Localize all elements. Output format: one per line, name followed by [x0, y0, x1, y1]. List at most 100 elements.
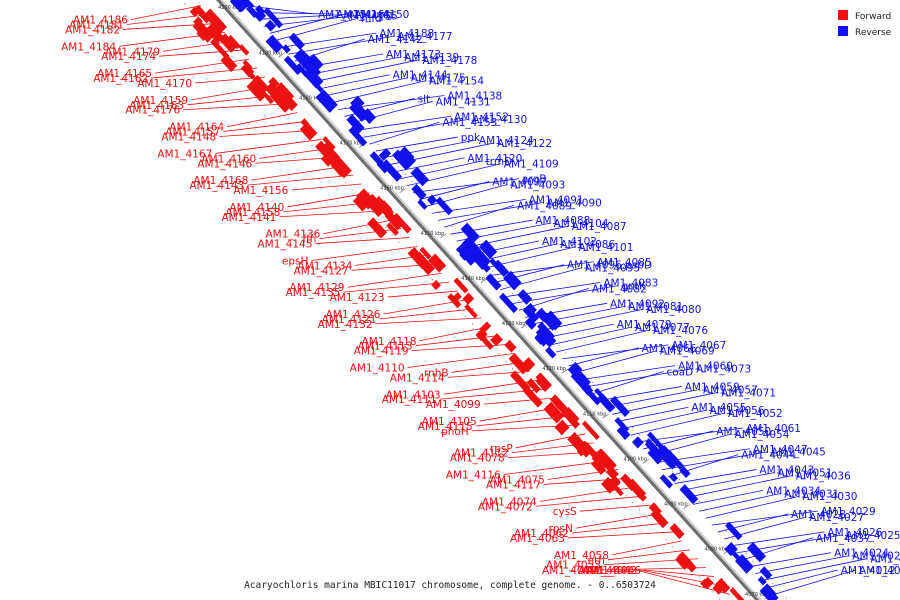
leader-line — [568, 347, 639, 367]
scale-tick-mark — [521, 323, 528, 329]
reverse-gene — [614, 416, 630, 433]
leader-line — [562, 344, 669, 360]
forward-gene — [210, 38, 230, 60]
leader-line — [219, 130, 314, 137]
reverse-gene — [545, 346, 557, 359]
leader-line — [383, 299, 466, 315]
reverse-gene-label: AM1_4037 — [816, 533, 871, 545]
reverse-gene-label: AM1_4082 — [592, 283, 647, 295]
leader-line — [643, 569, 715, 577]
forward-gene-label: AM1_4075 — [490, 475, 545, 487]
forward-gene-label: AM1_4115 — [418, 421, 473, 433]
leader-line — [686, 475, 793, 498]
scale-tick-label: 4110 kbp — [583, 411, 607, 417]
reverse-gene — [757, 575, 767, 586]
reverse-gene-label: AM1_4188 — [379, 28, 434, 40]
forward-gene — [627, 481, 647, 502]
leader-line — [259, 147, 330, 159]
reverse-gene — [524, 317, 537, 330]
reverse-gene-label: AM1_4173 — [386, 49, 441, 61]
leader-line — [350, 100, 433, 124]
leader-line — [227, 112, 298, 128]
leader-line — [556, 329, 651, 353]
forward-gene — [320, 151, 336, 167]
reverse-gene-label: AM1_4120 — [467, 153, 522, 165]
leader-line — [575, 513, 658, 529]
leader-line — [307, 56, 402, 76]
forward-gene — [613, 485, 624, 497]
forward-gene-label: AM1_4129 — [290, 282, 345, 294]
reverse-gene-label: AM1_4019 — [871, 554, 900, 566]
leader-line — [379, 308, 474, 320]
gene-features — [189, 0, 779, 600]
reverse-gene — [535, 307, 549, 322]
reverse-gene — [659, 474, 674, 489]
reverse-gene-label: AM1_4050 — [716, 426, 771, 438]
leader-line — [462, 225, 569, 249]
reverse-gene — [616, 425, 631, 440]
leader-line — [483, 397, 554, 405]
reverse-gene-label: AM1_4086 — [560, 239, 615, 251]
reverse-gene — [656, 444, 679, 469]
forward-gene — [428, 253, 447, 273]
reverse-gene — [295, 63, 309, 78]
leader-line — [773, 569, 857, 595]
forward-gene — [204, 8, 225, 30]
scale-tick-label: 4130 kbp — [502, 321, 526, 327]
reverse-gene-label: AM1_4024 — [834, 548, 889, 560]
reverse-gene-label: AM1_4012 — [841, 565, 896, 577]
forward-gene-label: AM1_4105 — [422, 416, 477, 428]
leader-line — [419, 326, 490, 342]
reverse-gene-label: AM1_4150 — [354, 9, 409, 21]
legend-forward-swatch — [838, 10, 848, 20]
forward-gene-label: AM1_4145 — [257, 239, 312, 251]
forward-gene-label: AM1_4123 — [330, 292, 385, 304]
leader-line — [543, 323, 614, 339]
forward-gene-label: AM1_4121 — [322, 314, 377, 326]
reverse-gene-label: AM1_4031 — [784, 488, 839, 500]
forward-gene — [246, 79, 268, 102]
forward-gene — [189, 6, 200, 18]
reverse-gene-label: AM1_4057 — [703, 384, 758, 396]
leader-line — [343, 281, 450, 293]
forward-gene-label: AM1_4186 — [73, 15, 128, 27]
leader-line — [749, 552, 832, 568]
leader-line — [444, 204, 515, 228]
forward-gene — [386, 222, 399, 236]
leader-line — [369, 121, 440, 145]
scale-tick-mark — [440, 233, 447, 239]
reverse-gene-label: AM1_4095 — [585, 263, 640, 275]
reverse-gene-label: AM1_4079 — [617, 319, 672, 331]
reverse-gene — [503, 270, 522, 291]
reverse-gene-label: AM1_4060 — [678, 361, 733, 373]
forward-gene-label: AM1_4167 — [157, 148, 212, 160]
map-caption: Acaryochloris marina MBIC11017 chromosom… — [244, 580, 656, 591]
forward-gene-label: AM1_4116 — [446, 470, 501, 482]
forward-gene — [606, 466, 619, 480]
leader-line — [612, 391, 719, 415]
reverse-gene-label: AM1_4066 — [642, 343, 697, 355]
leader-line — [674, 469, 757, 484]
forward-gene — [581, 420, 600, 441]
reverse-gene — [410, 166, 430, 187]
reverse-gene-label: AM1_4155 — [343, 10, 398, 22]
legend-reverse-label: Reverse — [855, 28, 892, 38]
scale-tick-label: 4080 kbp — [705, 547, 729, 553]
reverse-gene-label: AM1_4059 — [685, 381, 740, 393]
reverse-gene-label: AM1_4025 — [846, 530, 900, 542]
forward-gene-label: epsH — [282, 255, 309, 267]
forward-gene-label: AM1_4148 — [161, 131, 216, 143]
reverse-gene — [597, 393, 616, 413]
leader-line — [130, 5, 202, 20]
reverse-gene — [759, 566, 773, 580]
reverse-gene-label: ppk — [461, 132, 481, 144]
reverse-gene-label: AM1_4054 — [735, 429, 790, 441]
leader-line — [183, 103, 290, 111]
forward-gene — [607, 475, 621, 490]
forward-gene — [300, 118, 310, 128]
reverse-gene-label: AM1_4080 — [647, 304, 702, 316]
forward-gene — [268, 76, 280, 89]
forward-gene-label: AM1_4179 — [105, 46, 160, 58]
leader-line — [587, 368, 694, 387]
